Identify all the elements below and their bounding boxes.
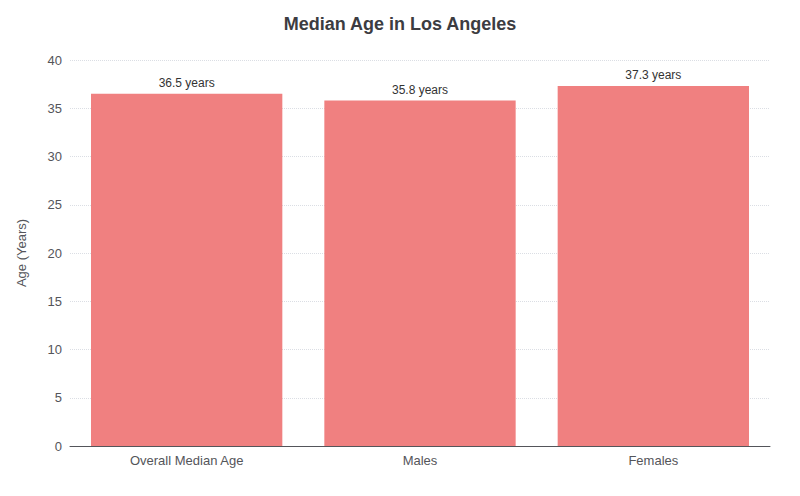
svg-text:25: 25: [48, 197, 62, 212]
svg-text:10: 10: [48, 342, 62, 357]
svg-text:0: 0: [55, 439, 62, 454]
svg-text:20: 20: [48, 246, 62, 261]
svg-text:Females: Females: [628, 453, 678, 468]
svg-text:Males: Males: [403, 453, 438, 468]
svg-text:Age (Years): Age (Years): [14, 219, 29, 287]
svg-text:36.5 years: 36.5 years: [159, 76, 215, 90]
svg-text:Overall Median Age: Overall Median Age: [130, 453, 243, 468]
svg-text:35.8 years: 35.8 years: [392, 83, 448, 97]
svg-text:5: 5: [55, 390, 62, 405]
svg-text:35: 35: [48, 101, 62, 116]
svg-text:30: 30: [48, 149, 62, 164]
svg-text:15: 15: [48, 294, 62, 309]
svg-text:40: 40: [48, 53, 62, 68]
svg-text:Median Age in Los Angeles: Median Age in Los Angeles: [284, 14, 517, 34]
svg-text:37.3 years: 37.3 years: [625, 68, 681, 82]
